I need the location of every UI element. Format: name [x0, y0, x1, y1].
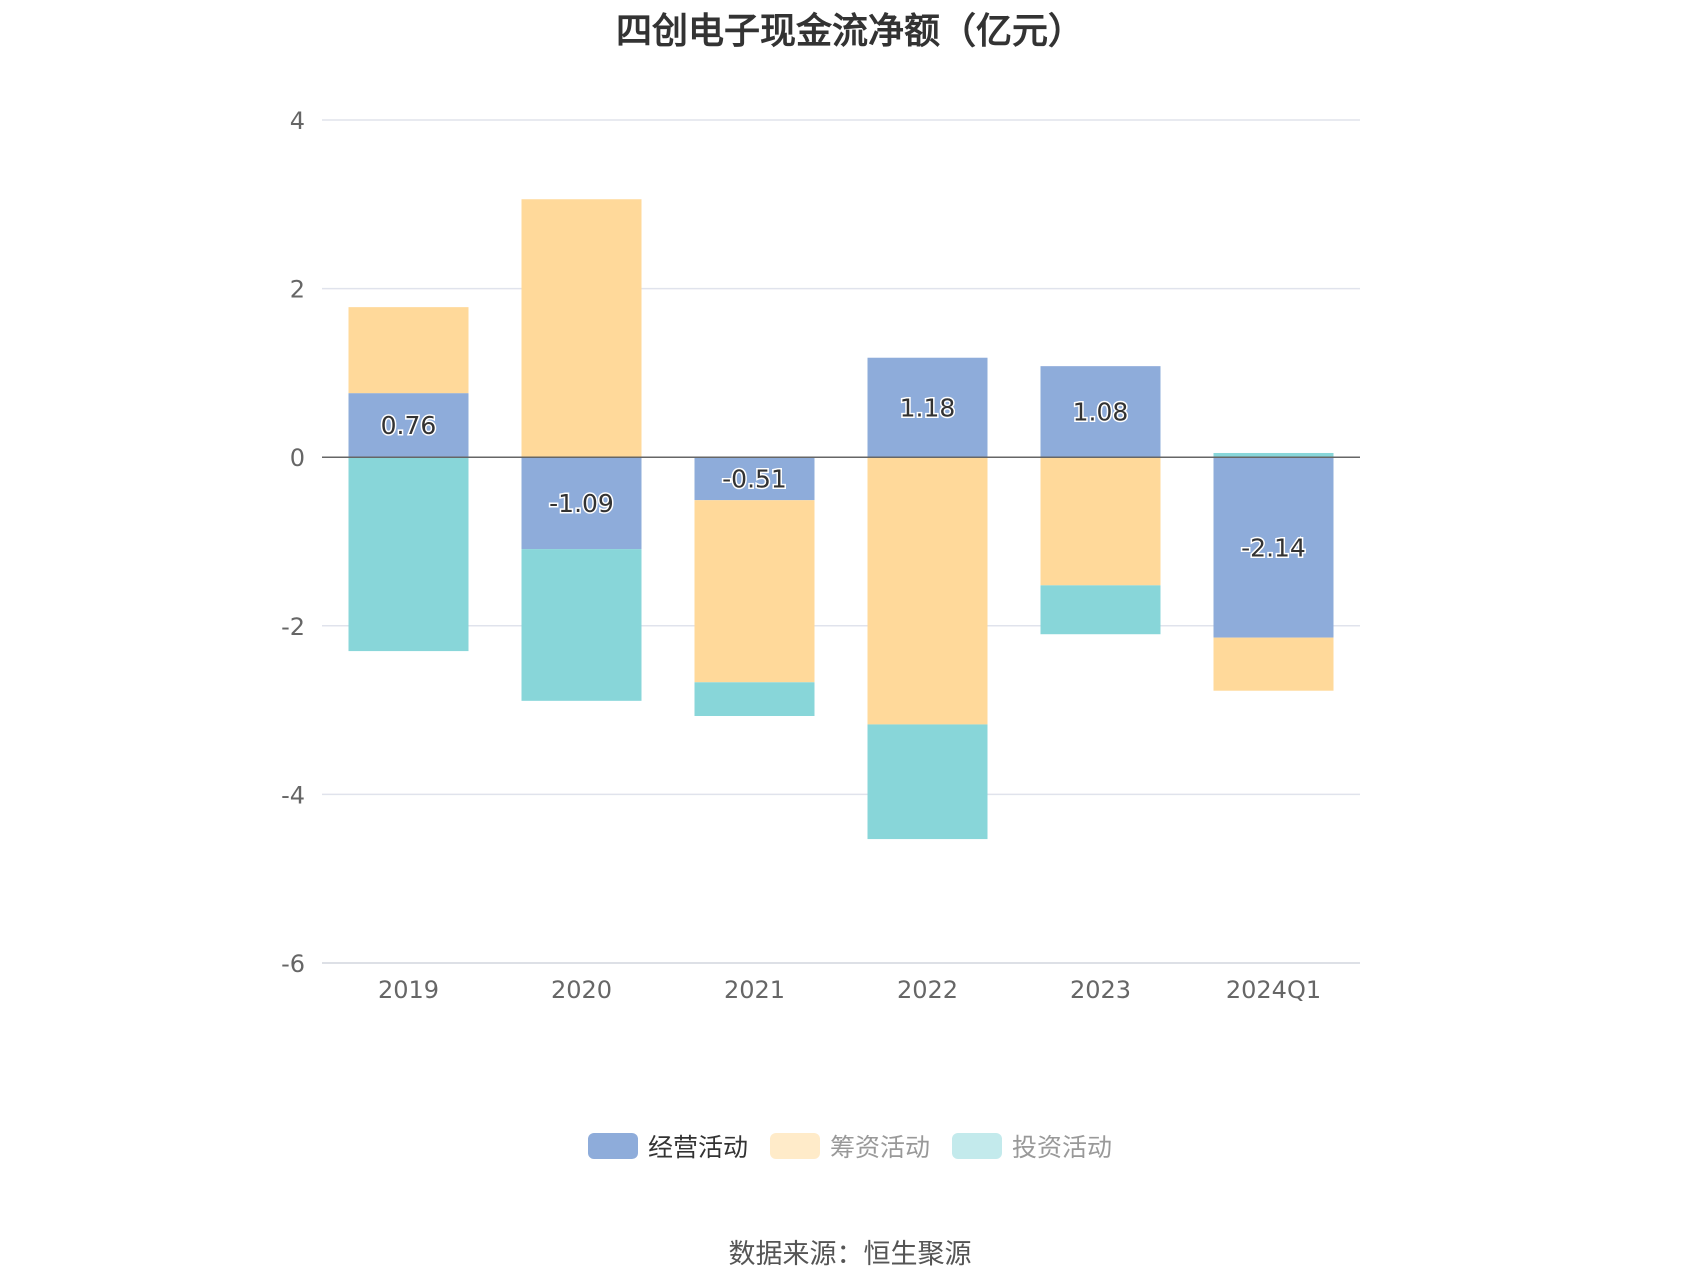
legend-label-financing: 筹资活动 [829, 1133, 930, 1162]
x-tick-label-2021: 2021 [724, 976, 785, 1004]
bar-operating-2022 [867, 357, 988, 458]
bar-operating-2024Q1 [1213, 457, 1334, 638]
data-label-2021: -0.51 [722, 465, 787, 494]
data-source-note: 数据来源：恒生聚源 [728, 1239, 972, 1270]
bar-financing-2024Q1 [1213, 637, 1334, 691]
grid-lines [322, 119, 1360, 964]
legend-label-investing: 投资活动 [1012, 1133, 1113, 1162]
bar-investing-2022 [867, 724, 988, 840]
bar-investing-2021 [694, 682, 815, 717]
bar-financing-2023 [1040, 457, 1161, 586]
x-tick-label-2020: 2020 [551, 976, 612, 1004]
y-tick-label--6: -6 [281, 950, 305, 978]
legend: 经营活动 筹资活动 投资活动 [0, 1128, 1700, 1164]
x-tick-label-2024Q1: 2024Q1 [1226, 976, 1321, 1004]
legend-label-operating: 经营活动 [647, 1133, 748, 1162]
legend-swatch-financing [769, 1133, 820, 1159]
bar-operating-2021 [694, 457, 815, 501]
x-tick-label-2019: 2019 [378, 976, 439, 1004]
y-tick-label--4: -4 [281, 781, 305, 809]
data-label-2020: -1.09 [549, 489, 614, 518]
chart-title: 四创电子现金流净额（亿元） [615, 11, 1084, 52]
legend-item-operating[interactable]: 经营活动 [587, 1128, 748, 1164]
axis-labels: 4 2 0 -2 -4 -6 2019 2020 2021 2022 2023 2024Q1 [281, 107, 1321, 1004]
zero-line [322, 456, 1360, 964]
bar-investing-2023 [1040, 585, 1161, 635]
y-tick-label--2: -2 [281, 613, 305, 641]
bar-investing-2024Q1 [1213, 452, 1334, 458]
y-tick-label-2: 2 [290, 276, 305, 304]
bar-financing-2019 [348, 307, 469, 394]
legend-swatch-investing [952, 1133, 1002, 1159]
bar-operating-2019 [348, 393, 469, 458]
data-labels: 0.76 -1.09 -0.51 1.18 1.08 -2.14 [379, 392, 1307, 564]
bars [348, 199, 1334, 840]
legend-swatch-operating [587, 1133, 638, 1159]
bar-operating-2020 [521, 457, 642, 550]
bar-investing-2020 [521, 549, 642, 701]
bar-financing-2020 [521, 199, 642, 458]
x-tick-label-2022: 2022 [897, 976, 958, 1004]
data-label-2023: 1.08 [1073, 398, 1129, 427]
y-tick-label-4: 4 [290, 107, 305, 135]
bar-operating-2023 [1040, 366, 1161, 458]
bar-investing-2019 [348, 457, 469, 652]
legend-item-financing[interactable]: 筹资活动 [769, 1128, 930, 1164]
data-label-2024Q1: -2.14 [1241, 533, 1306, 562]
x-tick-label-2023: 2023 [1070, 976, 1131, 1004]
data-label-2019: 0.76 [381, 411, 437, 440]
bar-financing-2021 [694, 500, 815, 683]
legend-item-investing[interactable]: 投资活动 [952, 1128, 1112, 1164]
data-label-2022: 1.18 [900, 393, 956, 422]
bar-financing-2022 [867, 457, 988, 725]
y-tick-label-0: 0 [290, 444, 305, 472]
